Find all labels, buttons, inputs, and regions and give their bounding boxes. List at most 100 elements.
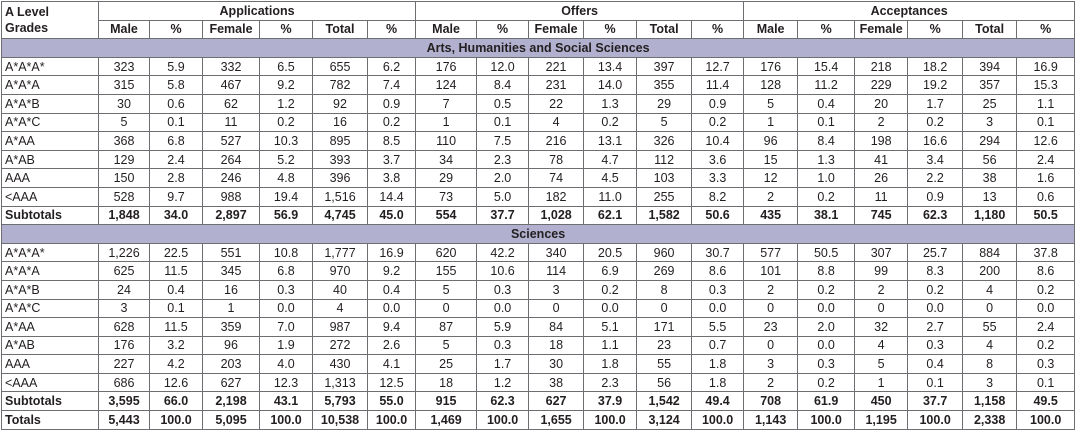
subcolumn-header: % (907, 19, 964, 40)
table-cell: 3,124 (636, 410, 693, 430)
table-cell: 0.3 (1016, 354, 1076, 374)
table-cell: 4 (312, 298, 368, 319)
table-cell: 1.8 (691, 354, 745, 374)
table-cell: 1.9 (259, 335, 313, 356)
section-header-row: Sciences (0, 224, 1076, 244)
table-cell: 4.7 (583, 149, 638, 170)
table-cell: 30 (528, 354, 585, 374)
table-cell: 1.1 (583, 335, 638, 356)
table-cell: 100.0 (476, 410, 530, 430)
table-cell: 13.1 (583, 131, 638, 151)
table-cell: 1,655 (528, 410, 585, 430)
row-label: A*A*C (1, 298, 99, 319)
table-cell: 0.4 (907, 354, 964, 374)
table-cell: 5 (636, 112, 693, 133)
table-cell: 5.1 (583, 317, 638, 337)
table-cell: 0.2 (1016, 279, 1076, 300)
table-row: A*AA 628 11.5 359 7.0 987 9.4 87 5.9 84 5.1 171 5.5 2… (1, 317, 1076, 337)
table-cell: 1,158 (962, 391, 1018, 412)
table-cell: 745 (854, 205, 909, 226)
row-label: A*A*A* (1, 56, 99, 77)
table-cell: 14.0 (583, 75, 638, 95)
table-cell: 15.3 (1016, 75, 1076, 95)
table-cell: 884 (962, 242, 1018, 263)
table-cell: 37.8 (1016, 242, 1076, 263)
table-cell: 269 (636, 261, 693, 281)
table-cell: 1,469 (415, 410, 478, 430)
table-cell: 87 (415, 317, 478, 337)
row-label: Subtotals (1, 205, 99, 226)
table-cell: 2 (743, 372, 799, 393)
table-cell: 50.5 (797, 242, 856, 263)
table-cell: 49.5 (1016, 391, 1076, 412)
table-cell: 5.2 (259, 149, 313, 170)
table-cell: 264 (202, 149, 260, 170)
table-cell: 5.5 (691, 317, 745, 337)
table-cell: 203 (202, 354, 260, 374)
table-cell: 1 (743, 112, 799, 133)
table-cell: 16.9 (1016, 56, 1076, 77)
table-cell: 3 (962, 372, 1018, 393)
table-cell: 14.4 (366, 186, 417, 207)
table-cell: 3.8 (366, 168, 417, 188)
table-cell: 12.6 (149, 372, 203, 393)
row-label: AAA (1, 354, 99, 374)
table-cell: 2 (743, 279, 799, 300)
table-cell: 0.0 (907, 298, 964, 319)
table-cell: 16 (312, 112, 368, 133)
subcolumn-header: % (583, 19, 638, 40)
table-cell: 2.3 (583, 372, 638, 393)
table-cell: 0.0 (691, 298, 745, 319)
table-cell: 1,542 (636, 391, 693, 412)
table-cell: 227 (98, 354, 150, 374)
table-cell: 1,028 (528, 205, 585, 226)
table-cell: 0.2 (907, 279, 964, 300)
table-cell: 0 (743, 335, 799, 356)
table-cell: 1,226 (98, 242, 150, 263)
table-cell: 0.1 (149, 112, 203, 133)
table-cell: 2.4 (1016, 317, 1076, 337)
header-row-groups: A Level Grades Applications Offers Accept… (1, 0, 1076, 40)
table-cell: 1.6 (1016, 168, 1076, 188)
table-cell: 8.4 (797, 131, 856, 151)
table-cell: 3.4 (907, 149, 964, 170)
table-cell: 8.4 (476, 75, 530, 95)
table-cell: 10.6 (476, 261, 530, 281)
table-cell: 3 (962, 112, 1018, 133)
table-cell: 0.6 (149, 93, 203, 114)
table-cell: 4.5 (583, 168, 638, 188)
table-cell: 7 (415, 93, 478, 114)
table-cell: 5.8 (149, 75, 203, 95)
table-cell: 13 (962, 186, 1018, 207)
table-cell: 394 (962, 56, 1018, 77)
table-cell: 397 (636, 56, 693, 77)
table-cell: 198 (854, 131, 909, 151)
table-cell: 37.9 (583, 391, 638, 412)
table-cell: 435 (743, 205, 799, 226)
table-cell: 5,095 (202, 410, 260, 430)
table-cell: 25 (962, 93, 1018, 114)
subtotal-row: Subtotals 1,848 34.0 2,897 56.9 4,745 45.0 554 3… (1, 205, 1076, 226)
table-cell: 11.2 (797, 75, 856, 95)
table-cell: 0.5 (476, 93, 530, 114)
table-cell: 74 (528, 168, 585, 188)
table-cell: 11 (202, 112, 260, 133)
table-cell: 0.0 (1016, 298, 1076, 319)
table-cell: 61.9 (797, 391, 856, 412)
table-cell: 355 (636, 75, 693, 95)
row-label: AAA (1, 168, 99, 188)
table-row: A*A*A 315 5.8 467 9.2 782 7.4 124 8.4 231 14.0 355 1… (1, 75, 1076, 95)
table-cell: 114 (528, 261, 585, 281)
row-label: A*A*A (1, 75, 99, 95)
grade-header-line1: A Level (5, 5, 50, 20)
table-cell: 6.8 (149, 131, 203, 151)
table-cell: 396 (312, 168, 368, 188)
table-cell: 3.7 (366, 149, 417, 170)
table-cell: 66.0 (149, 391, 203, 412)
table-cell: 176 (98, 335, 150, 356)
table-cell: 16 (202, 279, 260, 300)
table-cell: 112 (636, 149, 693, 170)
table-cell: 110 (415, 131, 478, 151)
table-cell: 4.2 (149, 354, 203, 374)
table-cell: 12.6 (1016, 131, 1076, 151)
